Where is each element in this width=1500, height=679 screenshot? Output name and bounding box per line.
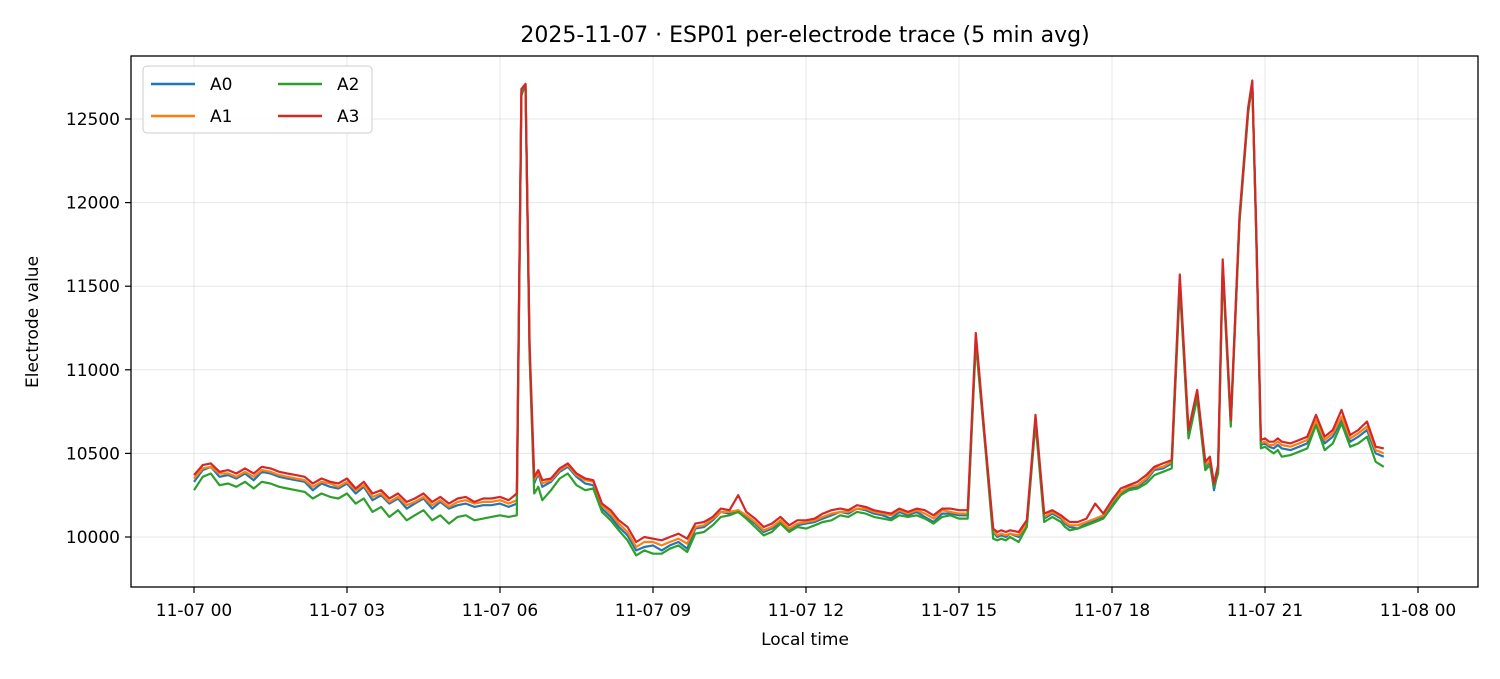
legend-item-a3: A3 [278, 107, 359, 127]
chart-title: 2025-11-07 · ESP01 per-electrode trace (… [520, 23, 1089, 48]
x-tick-label: 11-07 12 [768, 601, 844, 621]
legend-item-a2: A2 [278, 75, 359, 95]
x-tick-label: 11-07 06 [462, 601, 538, 621]
grid-lines [131, 56, 1478, 587]
y-tick-label: 11500 [66, 277, 120, 297]
legend-item-a1: A1 [151, 107, 232, 127]
y-tick-label: 10500 [66, 444, 120, 464]
x-tick-label: 11-07 03 [309, 601, 385, 621]
y-tick-label: 10000 [66, 528, 120, 548]
legend-label-a3: A3 [337, 107, 359, 127]
legend: A0 A1 A2 A3 [142, 65, 373, 134]
legend-label-a1: A1 [210, 107, 232, 127]
x-tick-label: 11-08 00 [1380, 601, 1456, 621]
y-axis-label: Electrode value [23, 256, 43, 388]
y-tick-label: 11000 [66, 361, 120, 381]
x-axis-label: Local time [761, 630, 849, 650]
x-tick-label: 11-07 09 [615, 601, 691, 621]
x-tick-label: 11-07 21 [1227, 601, 1303, 621]
y-tick-label: 12500 [66, 110, 120, 130]
x-tick-label: 11-07 18 [1074, 601, 1150, 621]
y-tick-label: 12000 [66, 194, 120, 214]
legend-item-a0: A0 [151, 75, 232, 95]
x-tick-label: 11-07 00 [156, 601, 232, 621]
x-axis-ticks: 11-07 00 11-07 03 11-07 06 11-07 09 11-07 12… [156, 587, 1456, 621]
x-tick-label: 11-07 15 [921, 601, 997, 621]
series-line-a3 [193, 79, 1385, 544]
legend-label-a0: A0 [210, 75, 232, 95]
y-axis-ticks: 10000 10500 11000 11500 12000 12500 [66, 110, 131, 548]
plot-lines [193, 79, 1385, 557]
axes-frame [130, 55, 1479, 588]
legend-label-a2: A2 [337, 75, 359, 95]
